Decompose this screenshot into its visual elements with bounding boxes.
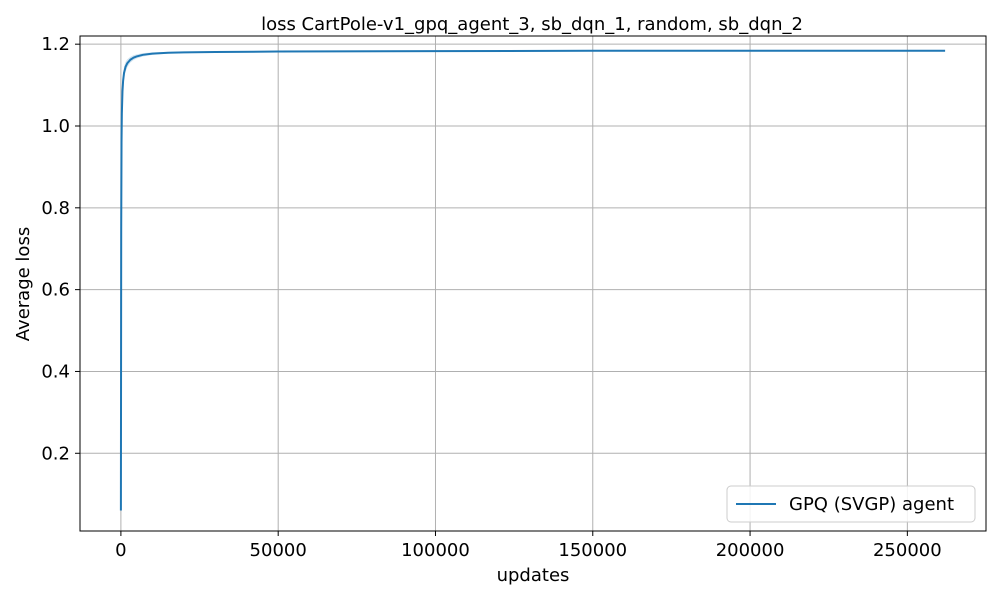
- x-tick-label: 0: [115, 540, 126, 561]
- ticks: 0 50000 100000 150000 200000 250000 0.2 0.4 0.6 0…: [41, 34, 941, 561]
- legend: GPQ (SVGP) agent: [726, 485, 976, 523]
- y-axis-label: Average loss: [13, 227, 34, 341]
- x-tick-label: 200000: [716, 540, 785, 561]
- legend-box: [726, 485, 976, 523]
- y-tick-label: 1.2: [41, 34, 70, 55]
- legend-label: GPQ (SVGP) agent: [789, 494, 954, 515]
- series-confidence-band: [120, 50, 946, 511]
- x-tick-label: 100000: [401, 540, 470, 561]
- y-tick-label: 0.2: [41, 443, 70, 464]
- x-axis-label: updates: [497, 565, 570, 586]
- confidence-band-layer: [120, 50, 946, 511]
- grid-lines: [80, 36, 986, 531]
- y-tick-label: 0.4: [41, 361, 70, 382]
- y-tick-label: 0.6: [41, 280, 70, 301]
- series-line: [119, 49, 946, 511]
- x-tick-label: 50000: [250, 540, 307, 561]
- x-tick-label: 150000: [558, 540, 627, 561]
- y-tick-label: 0.8: [41, 198, 70, 219]
- x-tick-label: 250000: [873, 540, 942, 561]
- y-tick-label: 1.0: [41, 116, 70, 137]
- plot-frame: [79, 35, 987, 532]
- chart-title: loss CartPole-v1_gpq_agent_3, sb_dqn_1, …: [261, 14, 803, 35]
- series-line-layer: [119, 49, 946, 511]
